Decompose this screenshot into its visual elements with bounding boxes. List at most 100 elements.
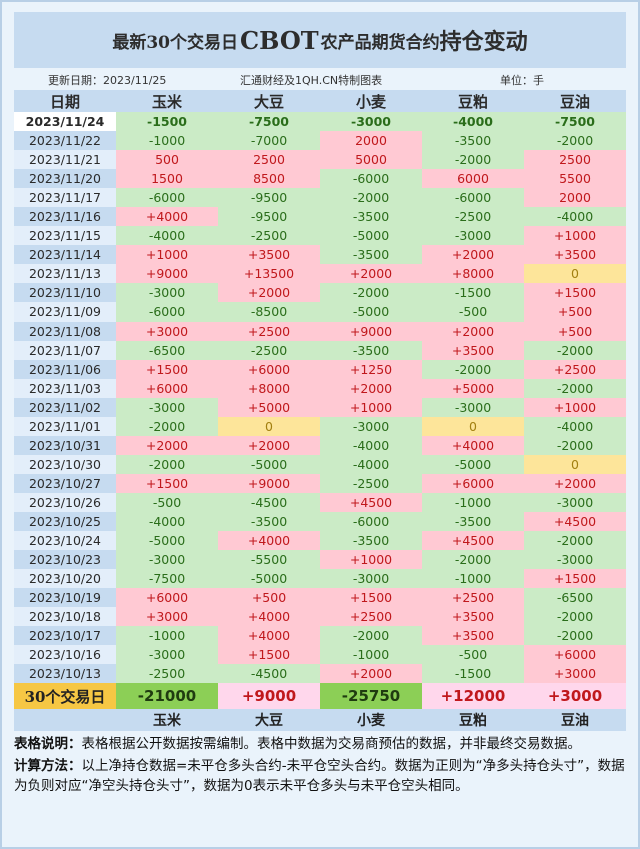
date-cell: 2023/10/19 [14, 588, 116, 608]
date-cell: 2023/11/08 [14, 321, 116, 341]
date-cell: 2023/10/16 [14, 645, 116, 665]
meta-bar: 更新日期：2023/11/25 汇通财经及1QH.CN特制图表 单位：手 [14, 70, 626, 88]
value-cell: -4000 [524, 416, 626, 436]
value-cell: +6000 [218, 359, 320, 379]
value-cell: -5000 [320, 226, 422, 246]
value-cell: +3500 [218, 245, 320, 265]
column-header: 豆油 [559, 92, 590, 111]
date-cell: 2023/11/09 [14, 302, 116, 322]
value-cell: -3000 [116, 645, 218, 665]
date-cell: 2023/10/20 [14, 569, 116, 589]
value-cell: -3500 [320, 207, 422, 227]
value-cell: -7500 [116, 569, 218, 589]
date-cell: 2023/11/16 [14, 207, 116, 227]
value-cell: -1000 [422, 492, 524, 512]
value-cell: 0 [524, 264, 626, 284]
value-cell: 500 [116, 150, 218, 170]
value-cell: -5000 [116, 531, 218, 551]
value-cell: -4000 [422, 112, 524, 132]
value-cell: +3000 [116, 321, 218, 341]
value-cell: +4000 [422, 435, 524, 455]
value-cell: -1000 [116, 626, 218, 646]
note-description: 表格说明：表格根据公开数据按需编制。表格中数据为交易商预估的数据，并非最终交易数… [14, 734, 626, 754]
value-cell: -3500 [218, 511, 320, 532]
value-cell: +1000 [524, 397, 626, 417]
value-cell: -6000 [320, 511, 422, 532]
value-cell: -2000 [422, 359, 524, 379]
value-cell: -4000 [116, 226, 218, 246]
value-cell: +8000 [218, 378, 320, 398]
value-cell: +3500 [422, 340, 524, 360]
value-cell: 0 [218, 416, 320, 436]
date-cell: 2023/10/27 [14, 473, 116, 493]
date-cell: 2023/10/17 [14, 626, 116, 646]
value-cell: +2000 [524, 473, 626, 493]
date-cell: 2023/11/07 [14, 340, 116, 360]
date-cell: 2023/11/03 [14, 378, 116, 398]
value-cell: -1000 [320, 645, 422, 665]
table-row: 2023/11/13 +9000 +13500 +2000 +8000 0 [14, 264, 626, 284]
value-cell: +13500 [218, 264, 320, 284]
value-cell: -2500 [218, 226, 320, 246]
value-cell: -6500 [524, 588, 626, 608]
table-row: 2023/10/30 -2000 -5000 -4000 -5000 0 [14, 454, 626, 474]
value-cell: -5000 [422, 454, 524, 474]
position-table: 日期 玉米 大豆 小麦 豆粕 豆油 2023/11/24 -1500 -7500 -3000 -40… [14, 90, 626, 732]
value-cell: -2000 [524, 531, 626, 551]
value-cell: -3500 [320, 340, 422, 360]
table-row: 2023/10/24 -5000 +4000 -3500 +4500 -2000 [14, 531, 626, 551]
note-method: 计算方法：以上净持仓数据=未平仓多头合约-未平仓空头合约。数据为正则为“净多头持… [14, 756, 626, 796]
value-cell: -5500 [218, 550, 320, 570]
table-row: 2023/11/20 1500 8500 -6000 6000 5500 [14, 169, 626, 189]
table-row: 2023/10/25 -4000 -3500 -6000 -3500 +4500 [14, 511, 626, 532]
value-cell: +3500 [422, 626, 524, 646]
date-cell: 2023/10/23 [14, 550, 116, 570]
value-cell: +1500 [116, 473, 218, 493]
date-cell: 2023/11/20 [14, 169, 116, 189]
value-cell: -2000 [422, 150, 524, 170]
note-text-2: 以上净持仓数据=未平仓多头合约-未平仓空头合约。数据为正则为“净多头持仓头寸”，… [14, 758, 625, 794]
value-cell: -7500 [524, 112, 626, 132]
value-cell: +1000 [320, 550, 422, 570]
value-cell: +4500 [320, 492, 422, 512]
value-cell: +4500 [422, 531, 524, 551]
title-part-2: CBOT [240, 25, 319, 55]
value-cell: +1500 [524, 283, 626, 303]
value-cell: -3000 [524, 492, 626, 512]
value-cell: -2500 [218, 340, 320, 360]
value-cell: 6000 [422, 169, 524, 189]
totals-label: 30个交易日 [14, 683, 116, 710]
value-cell: -5000 [320, 302, 422, 322]
footer-label: 玉米 [153, 713, 181, 730]
value-cell: -5000 [218, 569, 320, 589]
value-cell: -7000 [218, 131, 320, 151]
value-cell: +6000 [116, 378, 218, 398]
table-row: 2023/11/24 -1500 -7500 -3000 -4000 -7500 [14, 112, 626, 132]
value-cell: +9000 [218, 473, 320, 493]
total-cell: +12000 [422, 683, 524, 710]
value-cell: +500 [218, 588, 320, 608]
table-row: 2023/10/26 -500 -4500 +4500 -1000 -3000 [14, 492, 626, 512]
value-cell: +3500 [524, 245, 626, 265]
date-cell: 2023/11/13 [14, 264, 116, 284]
value-cell: -3000 [320, 569, 422, 589]
value-cell: -1500 [422, 283, 524, 303]
value-cell: -500 [116, 492, 218, 512]
value-cell: -3000 [116, 550, 218, 570]
update-date: 更新日期：2023/11/25 [48, 74, 167, 87]
value-cell: +2500 [320, 607, 422, 627]
value-cell: -2000 [524, 340, 626, 360]
value-cell: -6000 [422, 188, 524, 208]
value-cell: +2000 [218, 435, 320, 455]
date-cell: 2023/11/21 [14, 150, 116, 170]
value-cell: -6500 [116, 340, 218, 360]
table-row: 2023/11/16 +4000 -9500 -3500 -2500 -4000 [14, 207, 626, 227]
value-cell: -1000 [422, 569, 524, 589]
value-cell: -3000 [320, 416, 422, 436]
date-cell: 2023/11/06 [14, 359, 116, 379]
value-cell: -500 [422, 645, 524, 665]
table-header-row: 日期 玉米 大豆 小麦 豆粕 豆油 [14, 90, 626, 112]
value-cell: -3500 [320, 531, 422, 551]
value-cell: -3000 [116, 397, 218, 417]
